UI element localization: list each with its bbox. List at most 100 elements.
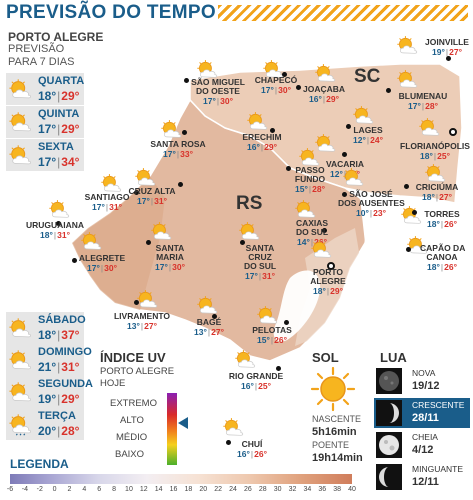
temp-max: 31° xyxy=(154,196,167,206)
sun-cloud-icon xyxy=(310,240,334,260)
sun-cloud-icon xyxy=(8,350,34,372)
city-name: MARIA xyxy=(156,252,184,262)
temp-min: 15° xyxy=(295,184,308,194)
temp-min: 15° xyxy=(257,335,270,345)
temp-max: 30° xyxy=(278,85,291,95)
legend-tick: 24 xyxy=(229,486,237,493)
city-name: SANTA ROSA xyxy=(150,139,206,149)
temp-max: 26° xyxy=(274,335,287,345)
city-marker xyxy=(342,152,347,157)
temp-max: 23° xyxy=(373,208,386,218)
temp-max: 31° xyxy=(57,230,70,240)
legend-tick: 6 xyxy=(97,486,102,493)
temp-max: 31° xyxy=(262,271,275,281)
temp-min: 18° xyxy=(427,262,440,272)
city-name: SANTIAGO xyxy=(84,192,130,202)
city-name: SÃO MIGUEL xyxy=(191,77,245,87)
temp-max: 28° xyxy=(312,184,325,194)
sunset-time: 19h14min xyxy=(312,452,363,464)
city-temp: 10°|23° xyxy=(356,208,386,218)
temp-max: 37° xyxy=(61,328,80,342)
sunrise-label: NASCENTE xyxy=(312,414,362,424)
temp-min: 17° xyxy=(163,149,176,159)
uv-pointer-icon xyxy=(178,417,188,429)
state-map xyxy=(71,63,473,363)
title-stripes xyxy=(218,5,468,21)
uv-title: ÍNDICE UV xyxy=(100,350,166,365)
poa-forecast-subtitle-2: PARA 7 DIAS xyxy=(8,56,75,68)
city-name: PELOTAS xyxy=(252,325,292,335)
city-temp: 17°|31° xyxy=(92,202,122,212)
legend-tick: 2 xyxy=(67,486,72,493)
city-label: JOINVILLE 19°|27° xyxy=(422,37,472,58)
city-label: ERECHIM 16°|29° xyxy=(240,133,284,153)
city-marker xyxy=(276,366,281,371)
city-name: SANTA xyxy=(245,243,275,253)
legend-title: LEGENDA xyxy=(10,457,69,471)
temp-min: 16° xyxy=(247,142,260,152)
day-card-quarta: QUARTA 18°|29° xyxy=(6,73,84,105)
moon-phase-name: NOVA xyxy=(412,368,436,378)
map-rs-west-region xyxy=(72,176,165,310)
legend-tick: 32 xyxy=(288,486,297,493)
city-name: TORRES xyxy=(424,209,460,219)
day-card-sabado: SÁBADO 18°|37° xyxy=(6,312,86,344)
city-name: JOAÇABA xyxy=(302,84,346,94)
sun-cloud-icon xyxy=(342,168,366,188)
city-temp: 13°|27° xyxy=(194,327,224,337)
legend-tick: 18 xyxy=(184,486,193,493)
legend-tick: 28 xyxy=(258,486,267,493)
city-name: JOINVILLE xyxy=(425,37,469,47)
temp-max: 29° xyxy=(61,122,80,136)
temp-min: 13° xyxy=(194,327,207,337)
city-temp: 16°|29° xyxy=(247,142,277,152)
city-temp: 16°|29° xyxy=(309,94,339,104)
moon-phase-minguante: MINGUANTE 12/11 xyxy=(374,462,470,492)
uv-scale-bar xyxy=(167,393,177,465)
city-label: TORRES 18°|26° xyxy=(420,209,464,230)
rain-cloud-icon xyxy=(8,414,34,436)
sun-cloud-icon xyxy=(396,70,420,90)
day-temp: 19°|29° xyxy=(38,392,80,406)
city-name: ALEGRETE xyxy=(78,253,126,263)
day-temp: 17°|34° xyxy=(38,155,80,169)
sun-cloud-icon xyxy=(314,64,338,84)
sun-cloud-icon xyxy=(100,174,124,194)
city-temp: 18°|29° xyxy=(313,286,343,296)
temp-min: 16° xyxy=(241,381,254,391)
day-name: SÁBADO xyxy=(38,314,86,326)
state-label-sc: SC xyxy=(354,66,381,87)
sun-cloud-icon xyxy=(8,145,34,167)
temp-max: 34° xyxy=(61,155,80,169)
temp-min: 13° xyxy=(127,321,140,331)
city-name: PASSO xyxy=(295,165,325,175)
full-moon-icon xyxy=(376,432,402,458)
city-marker xyxy=(284,320,289,325)
city-marker xyxy=(184,78,189,83)
city-name: CRICIÚMA xyxy=(415,182,459,192)
moon-phase-name: CRESCENTE xyxy=(412,400,465,410)
city-temp: 18°|25° xyxy=(420,151,450,161)
moon-phase-date: 28/11 xyxy=(412,412,439,424)
day-temp: 18°|37° xyxy=(38,328,80,342)
sun-cloud-icon xyxy=(80,232,104,252)
city-temp: 19°|27° xyxy=(432,47,462,57)
city-name: URUGUAIANA xyxy=(25,220,85,230)
city-marker xyxy=(342,192,347,197)
sunset-label: POENTE xyxy=(312,440,350,450)
city-marker xyxy=(134,300,139,305)
city-name: FUNDO xyxy=(294,174,326,184)
legend-tick: 16 xyxy=(169,486,178,493)
day-temp: 20°|28° xyxy=(38,424,80,438)
moon-phase-nova: NOVA 19/12 xyxy=(374,366,470,396)
temp-min: 17° xyxy=(155,262,168,272)
temp-min: 20° xyxy=(38,424,57,438)
legend-tick: 40 xyxy=(348,486,356,493)
temp-max: 27° xyxy=(211,327,224,337)
sun-cloud-icon xyxy=(196,60,220,80)
sun-cloud-icon xyxy=(298,148,322,168)
uv-level-alto: ALTO xyxy=(120,415,144,426)
city-marker xyxy=(412,210,417,215)
city-temp: 16°|26° xyxy=(237,449,267,459)
city-temp: 18°|31° xyxy=(40,230,70,240)
